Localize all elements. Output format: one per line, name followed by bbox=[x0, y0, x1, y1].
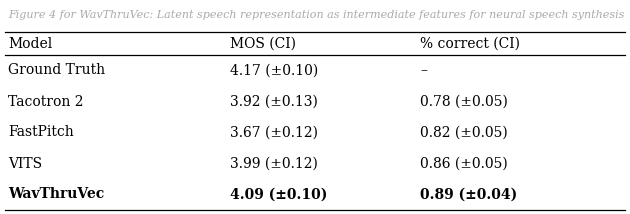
Text: 0.86 (±0.05): 0.86 (±0.05) bbox=[420, 156, 508, 171]
Text: FastPitch: FastPitch bbox=[8, 125, 74, 140]
Text: 3.99 (±0.12): 3.99 (±0.12) bbox=[230, 156, 318, 171]
Text: Tacotron 2: Tacotron 2 bbox=[8, 95, 84, 108]
Text: Model: Model bbox=[8, 37, 52, 51]
Text: Figure 4 for WavThruVec: Latent speech representation as intermediate features f: Figure 4 for WavThruVec: Latent speech r… bbox=[8, 10, 624, 20]
Text: –: – bbox=[420, 64, 427, 77]
Text: 0.89 (±0.04): 0.89 (±0.04) bbox=[420, 187, 517, 202]
Text: 4.17 (±0.10): 4.17 (±0.10) bbox=[230, 64, 318, 77]
Text: 0.78 (±0.05): 0.78 (±0.05) bbox=[420, 95, 508, 108]
Text: VITS: VITS bbox=[8, 156, 42, 171]
Text: % correct (CI): % correct (CI) bbox=[420, 37, 520, 51]
Text: 3.92 (±0.13): 3.92 (±0.13) bbox=[230, 95, 318, 108]
Text: 3.67 (±0.12): 3.67 (±0.12) bbox=[230, 125, 318, 140]
Text: MOS (CI): MOS (CI) bbox=[230, 37, 296, 51]
Text: 4.09 (±0.10): 4.09 (±0.10) bbox=[230, 187, 328, 202]
Text: 0.82 (±0.05): 0.82 (±0.05) bbox=[420, 125, 508, 140]
Text: Ground Truth: Ground Truth bbox=[8, 64, 105, 77]
Text: WavThruVec: WavThruVec bbox=[8, 187, 104, 202]
